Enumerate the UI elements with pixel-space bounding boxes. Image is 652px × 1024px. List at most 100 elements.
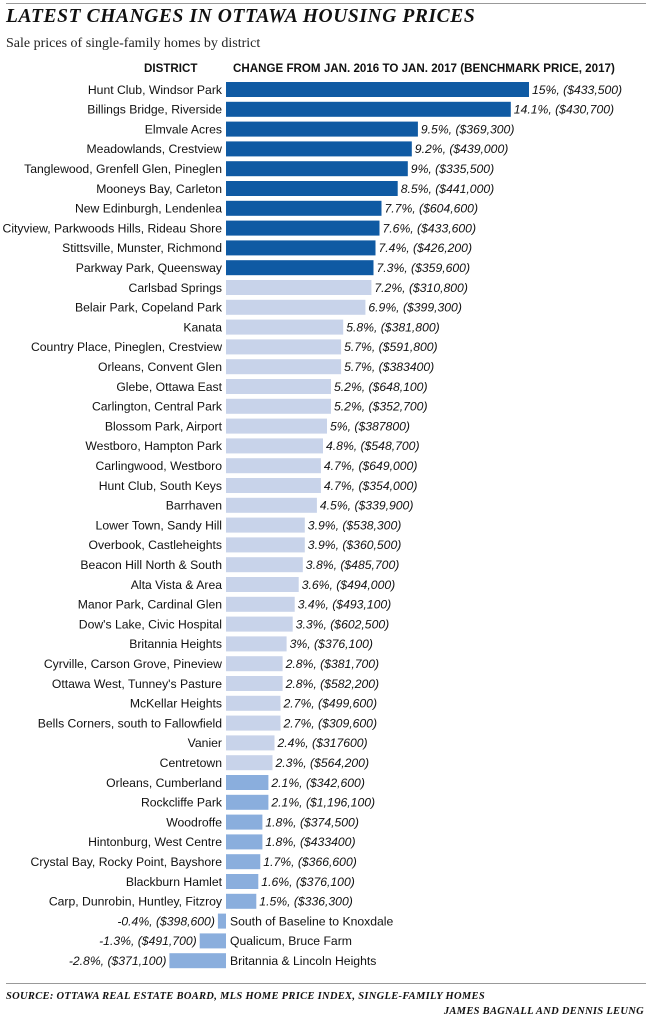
category-label-3: Meadowlands, Crestview xyxy=(87,142,223,156)
category-label-4: Tanglewood, Grenfell Glen, Pineglen xyxy=(24,162,222,176)
category-label-10: Carlsbad Springs xyxy=(129,281,222,295)
category-label-39: Crystal Bay, Rocky Point, Bayshore xyxy=(31,855,223,869)
category-label-26: Manor Park, Cardinal Glen xyxy=(78,598,222,612)
bar-33 xyxy=(226,735,275,751)
value-label-37: 1.8%, ($374,500) xyxy=(265,815,359,829)
value-label-17: 5%, ($387800) xyxy=(330,419,410,433)
bar-13 xyxy=(226,339,342,355)
bar-7 xyxy=(226,220,380,236)
category-label-2: Elmvale Acres xyxy=(145,122,222,136)
chart-subtitle: Sale prices of single-family homes by di… xyxy=(6,36,261,51)
value-label-7: 7.6%, ($433,600) xyxy=(383,221,477,235)
value-label-12: 5.8%, ($381,800) xyxy=(346,320,440,334)
category-label-20: Hunt Club, South Keys xyxy=(99,479,222,493)
bar-12 xyxy=(226,319,344,335)
bar-23 xyxy=(226,537,305,553)
bar-5 xyxy=(226,181,398,196)
value-label-22: 3.9%, ($538,300) xyxy=(308,518,402,532)
bar-9 xyxy=(226,260,374,276)
bar-8 xyxy=(226,240,376,256)
bar-30 xyxy=(226,676,283,691)
column-header-district: DISTRICT xyxy=(144,62,198,75)
bar-43 xyxy=(199,933,226,949)
category-label-11: Belair Park, Copeland Park xyxy=(75,301,223,315)
value-label-19: 4.7%, ($649,000) xyxy=(324,459,418,473)
value-label-42: -0.4%, ($398,600) xyxy=(117,914,215,928)
category-label-15: Glebe, Ottawa East xyxy=(116,380,222,394)
category-label-16: Carlington, Central Park xyxy=(92,400,223,414)
bar-14 xyxy=(226,359,342,375)
value-label-15: 5.2%, ($648,100) xyxy=(334,380,428,394)
value-label-6: 7.7%, ($604,600) xyxy=(385,202,479,216)
category-label-22: Lower Town, Sandy Hill xyxy=(96,518,222,532)
category-label-9: Parkway Park, Queensway xyxy=(76,261,223,275)
value-label-20: 4.7%, ($354,000) xyxy=(324,479,418,493)
category-label-5: Mooneys Bay, Carleton xyxy=(96,182,222,196)
value-label-1: 14.1%, ($430,700) xyxy=(514,103,614,117)
category-label-31: McKellar Heights xyxy=(130,697,222,711)
chart-title: LATEST CHANGES IN OTTAWA HOUSING PRICES xyxy=(6,6,476,27)
category-label-43: Qualicum, Bruce Farm xyxy=(230,934,352,948)
category-label-28: Britannia Heights xyxy=(129,637,222,651)
value-label-13: 5.7%, ($591,800) xyxy=(344,340,438,354)
bar-0 xyxy=(226,82,529,97)
bar-39 xyxy=(226,854,261,870)
bar-36 xyxy=(226,794,269,810)
bar-31 xyxy=(226,695,281,711)
category-label-23: Overbook, Castleheights xyxy=(89,538,222,552)
category-label-38: Hintonburg, West Centre xyxy=(88,835,222,849)
value-label-38: 1.8%, ($433400) xyxy=(265,835,355,849)
bar-10 xyxy=(226,280,372,295)
category-label-27: Dow's Lake, Civic Hospital xyxy=(79,617,222,631)
credit-note: JAMES BAGNALL AND DENNIS LEUNG xyxy=(443,1006,644,1017)
category-label-0: Hunt Club, Windsor Park xyxy=(88,83,223,97)
top-rule xyxy=(6,3,646,4)
bar-27 xyxy=(226,616,293,632)
category-label-34: Centretown xyxy=(160,756,222,770)
value-label-28: 3%, ($376,100) xyxy=(290,637,373,651)
value-label-44: -2.8%, ($371,100) xyxy=(69,954,167,968)
category-label-18: Westboro, Hampton Park xyxy=(85,439,223,453)
value-label-25: 3.6%, ($494,000) xyxy=(302,578,396,592)
bar-41 xyxy=(226,893,257,909)
bar-2 xyxy=(226,121,418,137)
bar-42 xyxy=(217,913,226,929)
bar-18 xyxy=(226,438,323,454)
bar-21 xyxy=(226,497,317,513)
bar-35 xyxy=(226,775,269,790)
bar-40 xyxy=(226,874,259,889)
category-label-36: Rockcliffe Park xyxy=(141,796,223,810)
category-label-35: Orleans, Cumberland xyxy=(106,776,222,790)
value-label-5: 8.5%, ($441,000) xyxy=(401,182,495,196)
category-label-30: Ottawa West, Tunney's Pasture xyxy=(52,677,222,691)
value-label-26: 3.4%, ($493,100) xyxy=(298,598,392,612)
bar-38 xyxy=(226,834,263,850)
value-label-24: 3.8%, ($485,700) xyxy=(306,558,400,572)
value-label-16: 5.2%, ($352,700) xyxy=(334,400,428,414)
bar-4 xyxy=(226,161,408,177)
bar-25 xyxy=(226,577,299,592)
bar-17 xyxy=(226,418,327,434)
category-label-41: Carp, Dunrobin, Huntley, Fitzroy xyxy=(49,895,223,909)
bar-16 xyxy=(226,398,331,414)
bar-22 xyxy=(226,517,305,533)
source-note: SOURCE: OTTAWA REAL ESTATE BOARD, MLS HO… xyxy=(6,991,485,1002)
value-label-32: 2.7%, ($309,600) xyxy=(283,716,378,730)
category-label-1: Billings Bridge, Riverside xyxy=(87,103,222,117)
bar-15 xyxy=(226,379,331,394)
category-label-37: Woodroffe xyxy=(166,815,222,829)
value-label-39: 1.7%, ($366,600) xyxy=(263,855,357,869)
category-label-8: Stittsville, Munster, Richmond xyxy=(62,241,222,255)
value-label-43: -1.3%, ($491,700) xyxy=(99,934,197,948)
value-label-40: 1.6%, ($376,100) xyxy=(261,875,355,889)
bar-44 xyxy=(169,953,226,969)
value-label-34: 2.3%, ($564,200) xyxy=(275,756,370,770)
value-label-8: 7.4%, ($426,200) xyxy=(379,241,473,255)
value-label-27: 3.3%, ($602,500) xyxy=(296,617,390,631)
category-label-17: Blossom Park, Airport xyxy=(105,419,223,433)
category-label-12: Kanata xyxy=(183,320,222,334)
category-label-40: Blackburn Hamlet xyxy=(126,875,223,889)
value-label-30: 2.8%, ($582,200) xyxy=(285,677,380,691)
bottom-rule xyxy=(6,983,646,984)
